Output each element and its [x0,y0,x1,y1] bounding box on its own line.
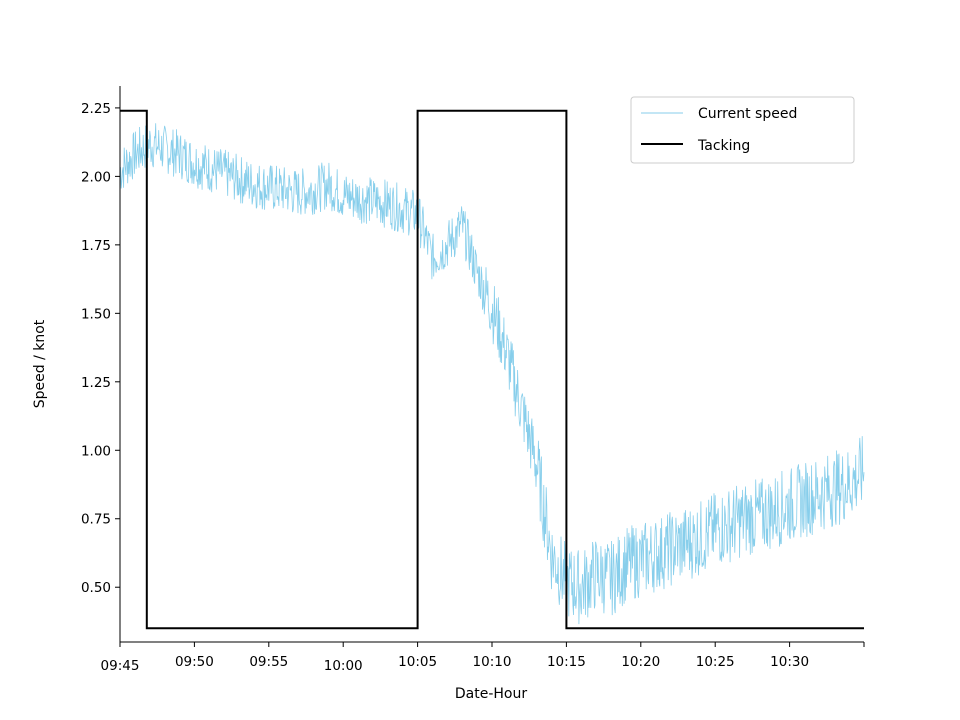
legend-frame [630,96,855,164]
x-tick-label: 09:45 [101,658,140,674]
y-tick-label: 1.50 [81,306,111,322]
x-tick-label: 10:10 [473,654,512,670]
x-axis: 09:45 09:50 09:55 10:00 10:05 10:10 10:15 10:20… [101,641,865,674]
x-tick-label: 09:55 [249,654,288,670]
y-tick-label: 0.50 [81,580,111,596]
x-tick-label: 10:15 [547,654,586,670]
y-tick-label: 2.00 [81,169,111,185]
x-tick-label: 09:50 [175,654,214,670]
legend-label-tacking: Tacking [697,138,750,154]
x-tick-label: 10:00 [324,658,363,674]
y-tick-label: 1.75 [81,238,111,254]
plot-area [119,109,865,630]
x-tick-label: 10:25 [696,654,735,670]
series-tacking-line [120,109,864,630]
x-tick-label: 10:20 [621,654,660,670]
y-tick-label: 0.75 [81,512,111,528]
series-current-speed-line [119,123,865,625]
y-tick-label: 1.00 [81,443,111,459]
y-tick-label: 1.25 [81,375,111,391]
y-axis: 0.50 0.75 1.00 1.25 1.50 1.75 2.00 2.25 [81,86,121,642]
x-tick-label: 10:05 [398,654,437,670]
x-axis-label: Date-Hour [455,686,527,702]
legend: Current speed Tacking [630,96,855,164]
y-axis-label: Speed / knot [32,319,48,408]
legend-label-current-speed: Current speed [698,106,797,122]
x-tick-label: 10:30 [770,654,809,670]
y-tick-label: 2.25 [81,101,111,117]
